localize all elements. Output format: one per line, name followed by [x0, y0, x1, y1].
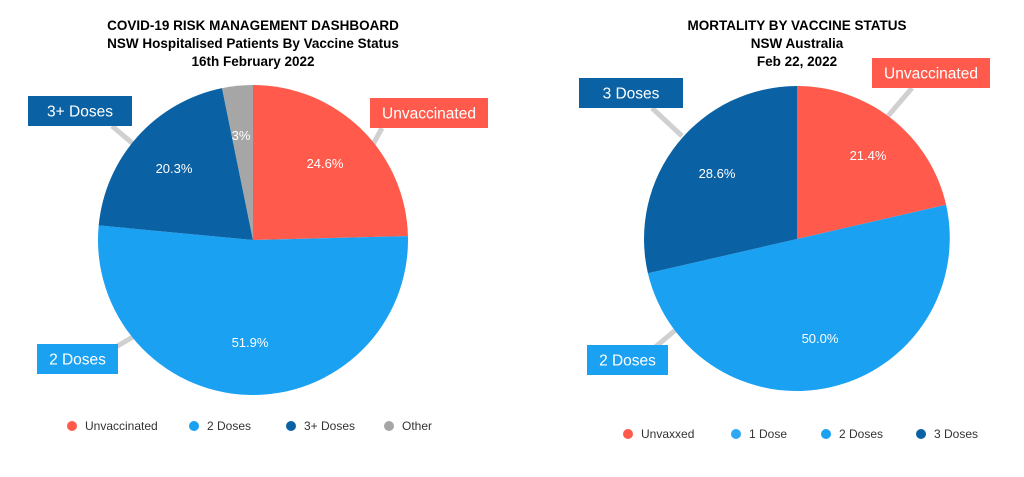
legend-label-unvaxxed: Unvaxxed [641, 427, 694, 441]
legend-label-other: Other [402, 419, 432, 433]
pie-slice-unvaccinated [253, 85, 408, 240]
callout-box-2-doses [587, 345, 668, 375]
pie-slice-3-doses [644, 86, 797, 274]
callout-box-3-doses [579, 78, 683, 108]
slice-percent-label-2-doses: 51.9% [232, 335, 269, 350]
hospitalised-pie-chart: COVID-19 RISK MANAGEMENT DASHBOARD NSW Ho… [28, 18, 488, 433]
legend-swatch-unvaccinated [67, 421, 77, 431]
slice-percent-label-2-doses: 50.0% [802, 331, 839, 346]
legend-swatch-3-doses [286, 421, 296, 431]
pie-slice-3-doses [98, 88, 253, 241]
callout-box-3-doses [28, 96, 132, 126]
slice-percent-label-3-doses: 20.3% [156, 161, 193, 176]
pie-slice-unvaxxed [797, 86, 947, 239]
chart-title-line: NSW Hospitalised Patients By Vaccine Sta… [107, 36, 399, 51]
legend-swatch-unvaxxed [623, 429, 633, 439]
legend-swatch-3-doses [916, 429, 926, 439]
legend-label-unvaccinated: Unvaccinated [85, 419, 158, 433]
slice-percent-label-unvaccinated: 24.6% [307, 156, 344, 171]
pie-slice-2-doses [647, 204, 950, 392]
pie-slice-2-doses [97, 225, 408, 396]
legend-swatch-other [384, 421, 394, 431]
callout-box-unvaccinated [872, 58, 990, 88]
callout-label-3-doses: 3 Doses [603, 86, 660, 103]
chart-title-line: 16th February 2022 [191, 54, 314, 69]
legend-swatch-1-dose [731, 429, 741, 439]
callout-box-unvaccinated [370, 98, 488, 128]
legend-label-3-doses: 3 Doses [934, 427, 978, 441]
mortality-pie-chart: MORTALITY BY VACCINE STATUS NSW Australia… [579, 18, 990, 441]
chart-title-line: COVID-19 RISK MANAGEMENT DASHBOARD [107, 18, 399, 33]
callout-leader-line [652, 326, 680, 350]
chart-title-line: NSW Australia [751, 36, 844, 51]
callout-label-2-doses: 2 Doses [599, 353, 656, 370]
callout-label-unvaccinated: Unvaccinated [382, 106, 476, 123]
legend-label-2-doses: 2 Doses [839, 427, 883, 441]
callout-label-unvaccinated: Unvaccinated [884, 66, 978, 83]
callout-label-3-doses: 3+ Doses [47, 104, 113, 121]
pie-slice-other [222, 85, 253, 240]
slice-percent-label-unvaxxed: 21.4% [850, 148, 887, 163]
callout-box-2-doses [37, 344, 118, 374]
legend-label-3-doses: 3+ Doses [304, 419, 355, 433]
legend-label-1-dose: 1 Dose [749, 427, 787, 441]
callout-label-2-doses: 2 Doses [49, 352, 106, 369]
slice-percent-label-other: 3% [232, 128, 251, 143]
legend-label-2-doses: 2 Doses [207, 419, 251, 433]
callout-leader-line [650, 106, 684, 138]
callout-leader-line [886, 86, 914, 118]
chart-title-line: MORTALITY BY VACCINE STATUS [687, 18, 906, 33]
legend-swatch-2-doses [189, 421, 199, 431]
chart-title-line: Feb 22, 2022 [757, 54, 837, 69]
legend-swatch-2-doses [821, 429, 831, 439]
slice-percent-label-3-doses: 28.6% [699, 166, 736, 181]
